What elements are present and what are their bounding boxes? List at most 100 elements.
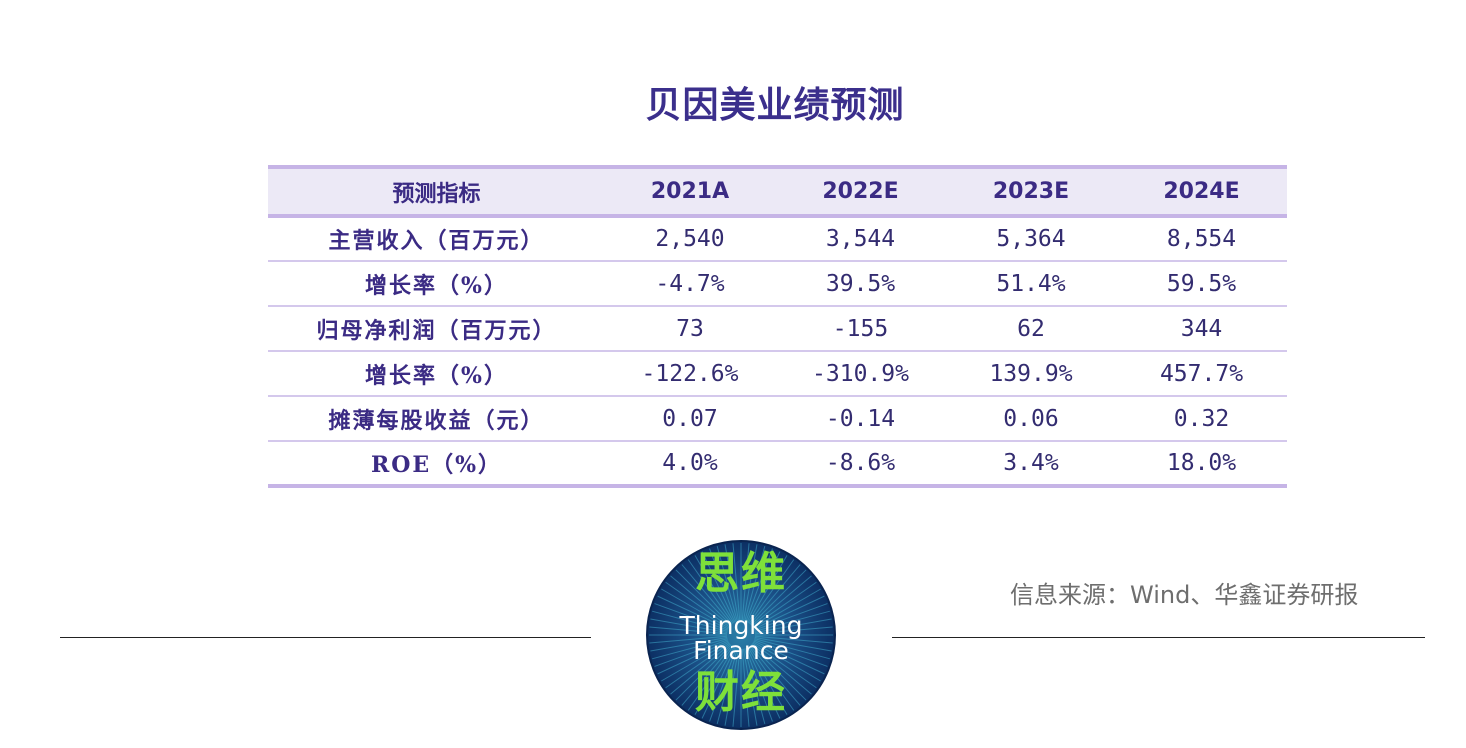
- logo-ray: [753, 603, 828, 631]
- logo-en-line2: Finance: [693, 636, 789, 665]
- logo-ray: [657, 595, 729, 630]
- logo-ray: [724, 544, 740, 622]
- cell-value: -155: [832, 315, 889, 342]
- logo-ray: [753, 639, 828, 667]
- cell-value: 5,364: [996, 226, 1066, 252]
- logo-ray: [754, 626, 833, 635]
- logo-ray: [754, 610, 830, 632]
- header-2021a: 2021A: [650, 179, 730, 204]
- cell-value: 0.32: [1173, 405, 1230, 432]
- source-note: 信息来源：Wind、华鑫证券研报: [1010, 581, 1359, 609]
- table-row: ROE（%） 4.0% -8.6% 3.4% 18.0%: [268, 441, 1287, 486]
- logo-ray: [675, 644, 732, 701]
- header-2023e: 2023E: [992, 179, 1070, 204]
- logo-ray: [724, 648, 740, 726]
- cell-value: 2,540: [655, 226, 725, 252]
- cell-value: -8.6%: [825, 450, 896, 476]
- logo-ray: [753, 640, 825, 675]
- row-label: 归母净利润（百万元）: [316, 317, 557, 344]
- cell-value: 0.07: [662, 405, 718, 432]
- table-row: 增长率（%） -4.7% 39.5% 51.4% 59.5%: [268, 261, 1287, 306]
- logo-ray: [746, 647, 781, 719]
- logo-ray: [749, 564, 801, 625]
- logo-ray: [665, 642, 730, 689]
- logo-ray: [748, 646, 795, 711]
- logo-ray: [649, 626, 728, 635]
- logo-ray: [746, 551, 781, 623]
- logo-ray: [750, 644, 807, 701]
- logo-ray: [652, 610, 728, 632]
- cell-value: 62: [1017, 315, 1045, 342]
- cell-value: -310.9%: [812, 360, 909, 387]
- logo-ray: [744, 648, 766, 724]
- logo-badge-icon: [646, 540, 836, 730]
- cell-value: 3,544: [825, 226, 896, 252]
- header-2024e: 2024E: [1163, 179, 1240, 204]
- logo-ray: [694, 555, 735, 624]
- logo-ray: [649, 635, 728, 644]
- cell-value: 39.5%: [825, 270, 896, 297]
- logo-ray: [752, 641, 821, 682]
- logo-ray: [732, 648, 741, 727]
- logo-ray: [650, 636, 728, 652]
- logo-ray: [709, 548, 737, 623]
- cell-value: 457.7%: [1159, 360, 1244, 387]
- cell-value: -0.14: [825, 405, 896, 432]
- logo-ray: [670, 643, 731, 695]
- logo-ray: [709, 647, 737, 722]
- logo-ray: [687, 559, 734, 624]
- footer-divider-left: [60, 637, 591, 638]
- logo-cn-top: 思维: [695, 548, 787, 599]
- cell-value: 0.06: [1003, 405, 1059, 432]
- forecast-table: 预测指标 2021A 2022E 2023E 2024E 主营收入（百万元） 2…: [268, 165, 1287, 488]
- table-row: 增长率（%） -122.6% -310.9% 139.9% 457.7%: [268, 351, 1287, 396]
- logo-ray: [751, 575, 812, 627]
- header-2022e: 2022E: [822, 179, 899, 204]
- logo-ray: [745, 548, 773, 623]
- logo-ray: [657, 640, 729, 675]
- cell-value: 344: [1180, 315, 1223, 342]
- logo-ray: [670, 575, 731, 627]
- logo-ray: [681, 645, 733, 706]
- forecast-table-container: 预测指标 2021A 2022E 2023E 2024E 主营收入（百万元） 2…: [268, 165, 1287, 488]
- logo-ray: [665, 581, 730, 628]
- logo-ray: [694, 646, 735, 715]
- logo-ray: [749, 645, 801, 706]
- logo-ray: [654, 603, 729, 631]
- logo-ray: [754, 635, 833, 644]
- table-row: 归母净利润（百万元） 73 -155 62 344: [268, 306, 1287, 351]
- logo-ray: [741, 543, 750, 622]
- cell-value: 3.4%: [1003, 450, 1059, 476]
- row-label: ROE（%）: [370, 452, 503, 478]
- logo-ray: [742, 648, 758, 726]
- logo-ray: [754, 618, 832, 634]
- thinking-finance-logo: 思维 Thingking Finance 财经: [646, 540, 836, 730]
- logo-ray: [661, 641, 730, 682]
- logo-ray: [675, 569, 732, 626]
- table-row: 主营收入（百万元） 2,540 3,544 5,364 8,554: [268, 216, 1287, 261]
- logo-ray: [741, 648, 750, 727]
- logo-ray: [687, 646, 734, 711]
- logo-ray: [754, 636, 832, 652]
- logo-ray: [716, 648, 738, 724]
- logo-ray: [701, 551, 736, 623]
- page-title: 贝因美业绩预测: [645, 85, 905, 126]
- logo-ray: [751, 643, 812, 695]
- table-row: 摊薄每股收益（元） 0.07 -0.14 0.06 0.32: [268, 396, 1287, 441]
- logo-ray: [661, 588, 730, 629]
- logo-ray: [753, 595, 825, 630]
- header-indicator: 预测指标: [392, 181, 481, 207]
- cell-value: -122.6%: [641, 360, 739, 387]
- logo-ray: [652, 638, 728, 660]
- row-label: 增长率（%）: [365, 272, 508, 299]
- cell-value: 4.0%: [662, 450, 718, 476]
- row-label: 增长率（%）: [365, 362, 508, 389]
- logo-ray: [752, 581, 817, 628]
- row-label: 主营收入（百万元）: [328, 228, 545, 254]
- logo-ray: [701, 647, 736, 719]
- logo-en-line1: Thingking: [679, 611, 803, 640]
- logo-ray: [750, 569, 807, 626]
- logo-ray: [742, 544, 758, 622]
- logo-ray: [752, 642, 817, 689]
- table-header-row: 预测指标 2021A 2022E 2023E 2024E: [268, 167, 1287, 216]
